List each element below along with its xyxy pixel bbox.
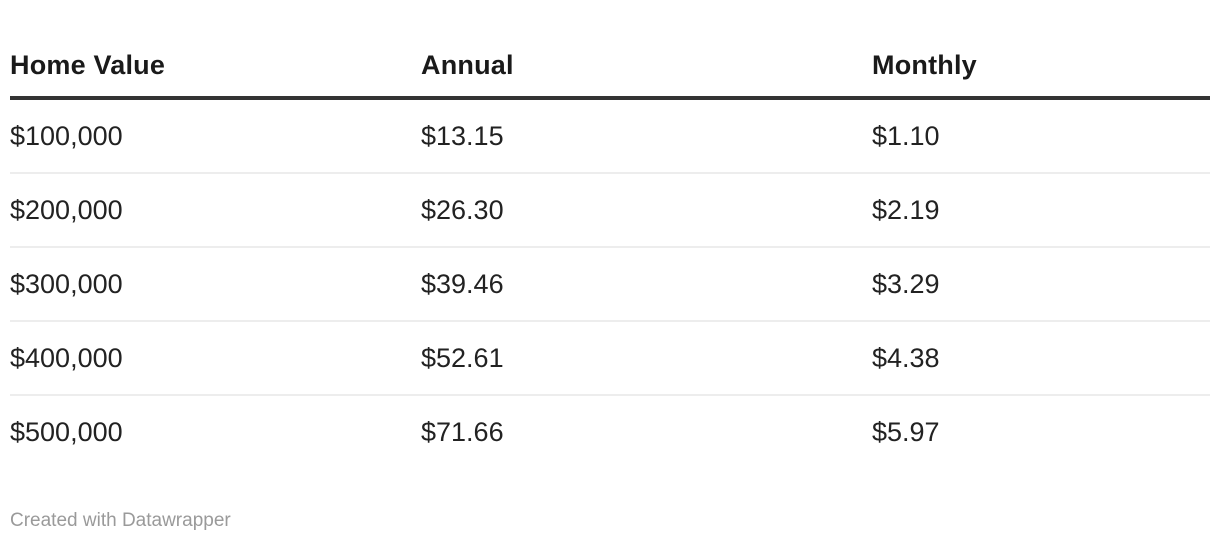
cell-monthly: $5.97 bbox=[872, 416, 940, 447]
cell-annual: $71.66 bbox=[421, 416, 504, 447]
cell-annual: $13.15 bbox=[421, 98, 872, 174]
cell-monthly: $3.29 bbox=[872, 247, 1210, 322]
data-table: Home Value Annual Monthly $100,000 $13.1… bbox=[10, 0, 1210, 468]
cell-home-value: $200,000 bbox=[10, 173, 421, 248]
cell-monthly: $2.19 bbox=[872, 173, 1210, 248]
table-row: $200,000 $26.30 $2.19 bbox=[10, 173, 1210, 248]
cell-monthly: $4.38 bbox=[872, 321, 1210, 396]
cell-home-value: $300,000 bbox=[10, 247, 421, 322]
table-row: $300,000 $39.46 $3.29 bbox=[10, 247, 1210, 322]
column-header-annual: Annual bbox=[421, 0, 872, 100]
table-row: $500,000 $71.66 $5.97 bbox=[10, 395, 1210, 468]
table-row: $400,000 $52.61 $4.38 bbox=[10, 321, 1210, 396]
column-header-monthly: Monthly bbox=[872, 0, 1210, 100]
footer: Created with Datawrapper bbox=[10, 510, 1210, 532]
datawrapper-table-widget: Home Value Annual Monthly $100,000 $13.1… bbox=[10, 0, 1210, 532]
table-row: $100,000 $13.15 $1.10 bbox=[10, 98, 1210, 174]
cell-annual: $26.30 bbox=[421, 173, 872, 248]
header-row: Home Value Annual Monthly bbox=[10, 0, 1210, 100]
cell-monthly: $1.10 bbox=[872, 98, 1210, 174]
cell-home-value: $500,000 bbox=[10, 416, 123, 447]
datawrapper-credit-link[interactable]: Created with Datawrapper bbox=[10, 510, 231, 531]
cell-annual: $52.61 bbox=[421, 321, 872, 396]
column-header-home-value: Home Value bbox=[10, 0, 421, 100]
cell-annual: $39.46 bbox=[421, 247, 872, 322]
cell-home-value: $100,000 bbox=[10, 98, 421, 174]
cell-home-value: $400,000 bbox=[10, 321, 421, 396]
